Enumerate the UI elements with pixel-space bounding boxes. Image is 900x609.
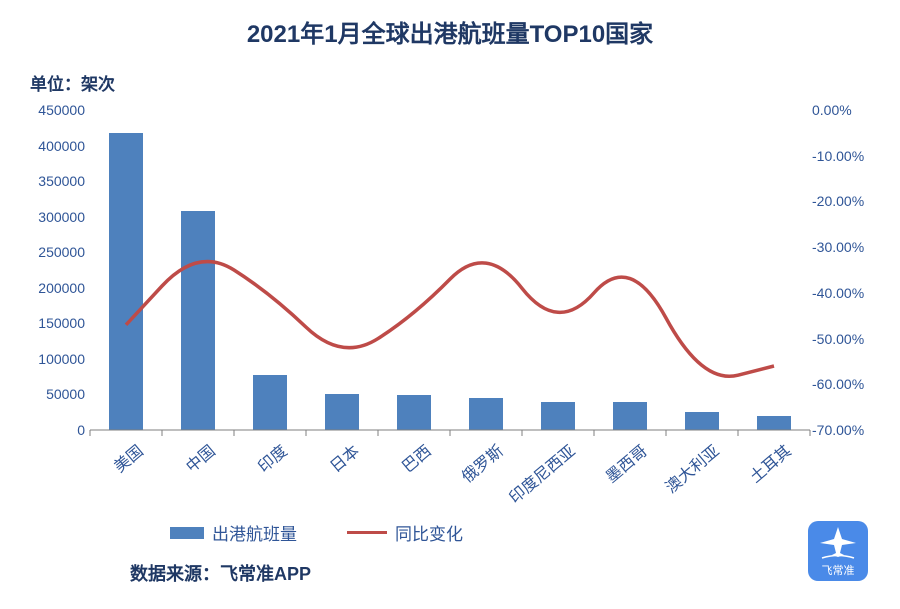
y-axis-left: 0500001000001500002000002500003000003500… [20, 110, 85, 430]
chart-title: 2021年1月全球出港航班量TOP10国家 [0, 0, 900, 49]
chart-container: 2021年1月全球出港航班量TOP10国家 单位：架次 050000100000… [0, 0, 900, 609]
x-label: 澳大利亚 [659, 438, 723, 498]
logo-text: 飞常准 [822, 562, 855, 578]
plot-area [90, 110, 810, 430]
source-label: 数据来源：飞常准APP [130, 560, 311, 586]
x-label: 中国 [179, 438, 219, 477]
unit-label: 单位：架次 [30, 70, 115, 95]
trend-line [126, 262, 774, 377]
x-label: 印度 [251, 438, 291, 477]
airplane-icon [818, 525, 858, 561]
legend-swatch-bar [170, 527, 204, 539]
x-label: 墨西哥 [599, 438, 651, 487]
legend: 出港航班量 同比变化 [170, 520, 463, 545]
legend-item-bar: 出港航班量 [170, 520, 297, 545]
y-axis-right: 0.00%-10.00%-20.00%-30.00%-40.00%-50.00%… [812, 110, 882, 430]
line-overlay [90, 110, 810, 430]
legend-item-line: 同比变化 [347, 520, 463, 545]
legend-label-line: 同比变化 [395, 520, 463, 545]
brand-logo: 飞常准 [808, 521, 868, 581]
x-label: 日本 [323, 438, 363, 477]
x-label: 印度尼西亚 [503, 438, 580, 508]
legend-swatch-line [347, 531, 387, 534]
legend-label-bar: 出港航班量 [212, 520, 297, 545]
x-label: 巴西 [395, 438, 435, 477]
x-label: 俄罗斯 [455, 438, 507, 487]
x-label: 土耳其 [743, 438, 795, 487]
x-label: 美国 [107, 438, 147, 477]
